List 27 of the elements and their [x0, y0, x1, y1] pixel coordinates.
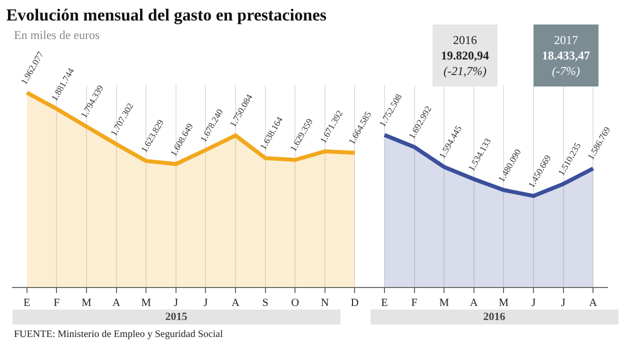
x-tick-label: F — [54, 297, 60, 310]
x-tick-label: J — [531, 297, 536, 310]
x-tick-label: A — [470, 297, 478, 310]
x-tick-label: J — [204, 297, 209, 310]
x-tick-label: N — [320, 297, 329, 310]
x-tick-label: M — [439, 297, 450, 310]
text: 2015 — [165, 311, 188, 323]
text: 2016 19.820,94 (-21,7%) — [441, 33, 489, 78]
x-tick-label: M — [141, 297, 152, 310]
text: 2016 — [483, 311, 506, 323]
x-tick-label: F — [411, 297, 418, 310]
x-tick-label: J — [561, 297, 566, 310]
x-tick-label: A — [232, 297, 240, 310]
x-tick-label: O — [291, 297, 300, 310]
text: 2017 18.433,47 (-7%) — [542, 33, 590, 78]
x-tick-label: M — [82, 297, 92, 310]
chart-title: Evolución mensual del gasto en prestaciones — [6, 6, 327, 25]
x-tick-label: S — [262, 297, 268, 310]
x-tick-label: M — [498, 297, 509, 310]
x-tick-label: E — [381, 297, 388, 310]
x-tick-label: J — [174, 297, 179, 310]
x-tick-label: E — [24, 297, 31, 310]
x-tick-label: A — [589, 297, 598, 310]
source-note: FUENTE: Ministerio de Empleo y Seguridad Social — [14, 329, 224, 340]
x-tick-label: A — [112, 297, 120, 310]
x-tick-label: D — [350, 297, 359, 310]
chart-subtitle: En miles de euros — [14, 28, 100, 42]
